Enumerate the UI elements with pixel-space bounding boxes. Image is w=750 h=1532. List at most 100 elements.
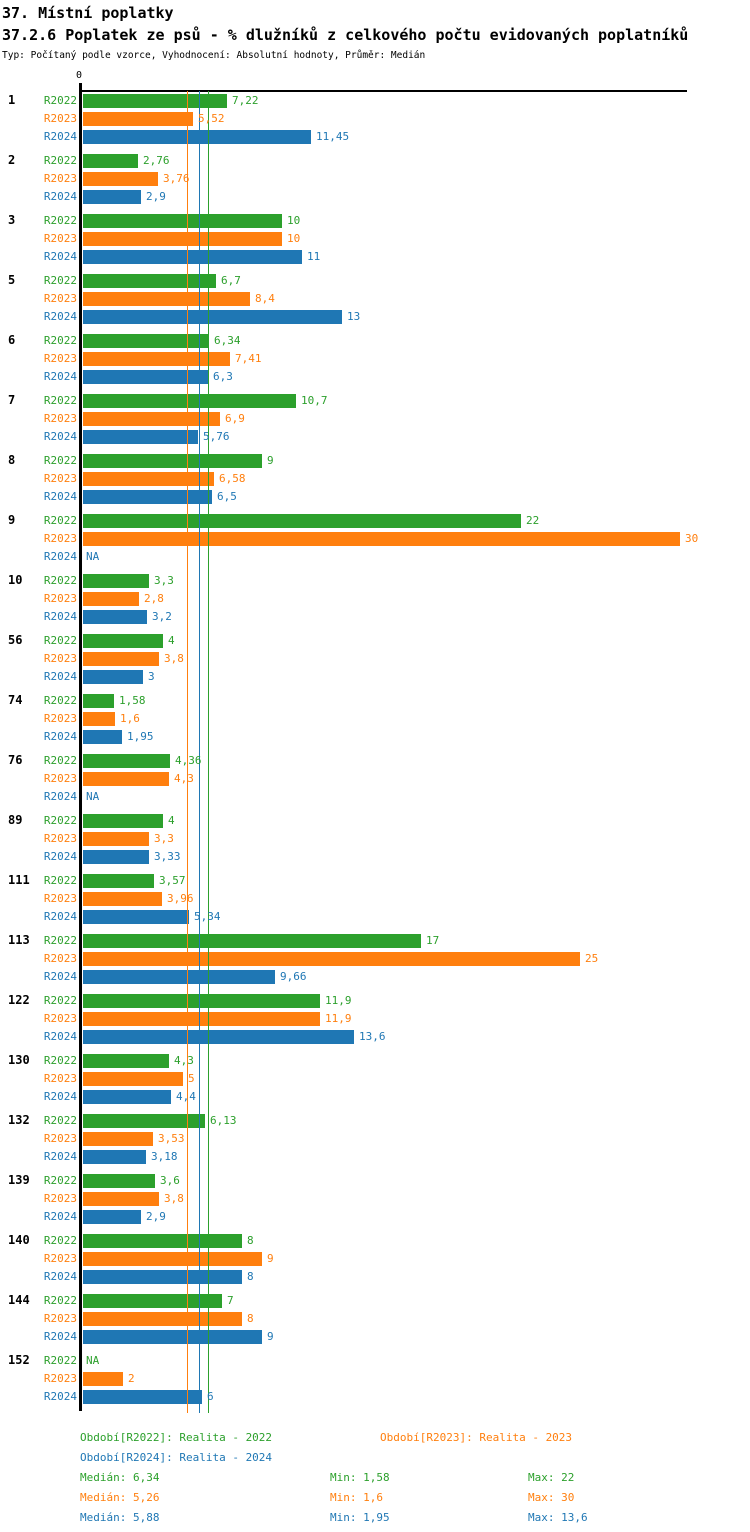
value-label: 3,96	[167, 892, 194, 905]
series-label-r2024: R2024	[43, 430, 77, 443]
series-label-r2022: R2022	[43, 274, 77, 287]
value-label: 3,3	[154, 574, 174, 587]
series-label-r2022: R2022	[43, 1114, 77, 1127]
bar-2-r2024	[83, 190, 141, 204]
group-label-7: 7	[8, 393, 16, 407]
group-label-10: 10	[8, 573, 23, 587]
chart-title: 37.2.6 Poplatek ze psů - % dlužníků z ce…	[2, 26, 689, 44]
series-label-r2024: R2024	[43, 1390, 77, 1403]
series-label-r2023: R2023	[43, 1192, 77, 1205]
value-label: 1,6	[120, 712, 140, 725]
series-label-r2023: R2023	[43, 1072, 77, 1085]
value-label: 4,4	[176, 1090, 196, 1103]
series-label-r2023: R2023	[43, 1012, 77, 1025]
bar-130-r2022	[83, 1054, 169, 1068]
series-label-r2023: R2023	[43, 832, 77, 845]
value-label: 1,95	[127, 730, 154, 743]
bar-1-r2024	[83, 130, 311, 144]
value-label: 10,7	[301, 394, 328, 407]
group-label-140: 140	[8, 1233, 30, 1247]
value-label: 30	[685, 532, 699, 545]
series-label-r2024: R2024	[43, 190, 77, 203]
group-label-152: 152	[8, 1353, 30, 1367]
value-label: 4	[168, 634, 175, 647]
median-line-r2022	[208, 91, 209, 1413]
legend-item-r2024: Období[R2024]: Realita - 2024	[80, 1451, 273, 1464]
bar-5-r2024	[83, 310, 342, 324]
bar-7-r2023	[83, 412, 220, 426]
value-label: 8,4	[255, 292, 275, 305]
value-label: 9,66	[280, 970, 307, 983]
bar-139-r2023	[83, 1192, 159, 1206]
value-label: 6,9	[225, 412, 245, 425]
median-line-r2023	[187, 91, 188, 1413]
series-label-r2024: R2024	[43, 550, 77, 563]
bar-1-r2023	[83, 112, 193, 126]
value-label: 4	[168, 814, 175, 827]
bar-76-r2023	[83, 772, 169, 786]
series-label-r2023: R2023	[43, 772, 77, 785]
series-label-r2022: R2022	[43, 874, 77, 887]
stat-median-r2024: Medián: 5,88	[80, 1511, 160, 1524]
stat-median-r2022: Medián: 6,34	[80, 1471, 160, 1484]
bar-7-r2024	[83, 430, 198, 444]
series-label-r2024: R2024	[43, 670, 77, 683]
series-label-r2024: R2024	[43, 370, 77, 383]
bar-111-r2023	[83, 892, 162, 906]
group-label-6: 6	[8, 333, 16, 347]
value-label: 4,36	[175, 754, 202, 767]
value-label-na: NA	[86, 550, 100, 563]
series-label-r2024: R2024	[43, 610, 77, 623]
bar-7-r2022	[83, 394, 296, 408]
series-label-r2023: R2023	[43, 412, 77, 425]
value-label: 25	[585, 952, 599, 965]
value-label: 11,9	[325, 1012, 352, 1025]
series-label-r2023: R2023	[43, 1132, 77, 1145]
value-label: 10	[287, 232, 301, 245]
bar-10-r2022	[83, 574, 149, 588]
bar-74-r2023	[83, 712, 115, 726]
group-label-113: 113	[8, 933, 30, 947]
series-label-r2022: R2022	[43, 754, 77, 767]
series-label-r2023: R2023	[43, 1312, 77, 1325]
stat-min-r2022: Min: 1,58	[330, 1471, 390, 1484]
value-label: 11,45	[316, 130, 350, 143]
bar-8-r2022	[83, 454, 262, 468]
series-label-r2023: R2023	[43, 712, 77, 725]
bar-144-r2024	[83, 1330, 262, 1344]
bar-144-r2022	[83, 1294, 222, 1308]
value-label-na: NA	[86, 790, 100, 803]
series-label-r2023: R2023	[43, 352, 77, 365]
value-label: 9	[267, 1330, 274, 1343]
bar-56-r2024	[83, 670, 143, 684]
bar-6-r2024	[83, 370, 208, 384]
stat-median-r2023: Medián: 5,26	[80, 1491, 160, 1504]
series-label-r2022: R2022	[43, 814, 77, 827]
bar-9-r2023	[83, 532, 680, 546]
series-label-r2024: R2024	[43, 250, 77, 263]
series-label-r2023: R2023	[43, 172, 77, 185]
value-label: 5	[188, 1072, 195, 1085]
series-label-r2023: R2023	[43, 292, 77, 305]
y-axis-line	[79, 83, 82, 1411]
series-label-r2023: R2023	[43, 232, 77, 245]
stat-max-r2022: Max: 22	[528, 1471, 575, 1484]
series-label-r2022: R2022	[43, 1354, 77, 1367]
stat-max-r2024: Max: 13,6	[528, 1511, 588, 1524]
bar-56-r2022	[83, 634, 163, 648]
value-label: 10	[287, 214, 301, 227]
value-label: 9	[267, 454, 274, 467]
group-label-1: 1	[8, 93, 16, 107]
value-label: 6,7	[221, 274, 241, 287]
bar-111-r2022	[83, 874, 154, 888]
series-label-r2022: R2022	[43, 514, 77, 527]
value-label: 1,58	[119, 694, 146, 707]
value-label: 2,9	[146, 1210, 166, 1223]
bar-152-r2023	[83, 1372, 123, 1386]
value-label: 8	[247, 1234, 254, 1247]
bar-5-r2023	[83, 292, 250, 306]
bar-2-r2022	[83, 154, 138, 168]
value-label: 17	[426, 934, 440, 947]
series-label-r2024: R2024	[43, 1090, 77, 1103]
bar-122-r2023	[83, 1012, 320, 1026]
